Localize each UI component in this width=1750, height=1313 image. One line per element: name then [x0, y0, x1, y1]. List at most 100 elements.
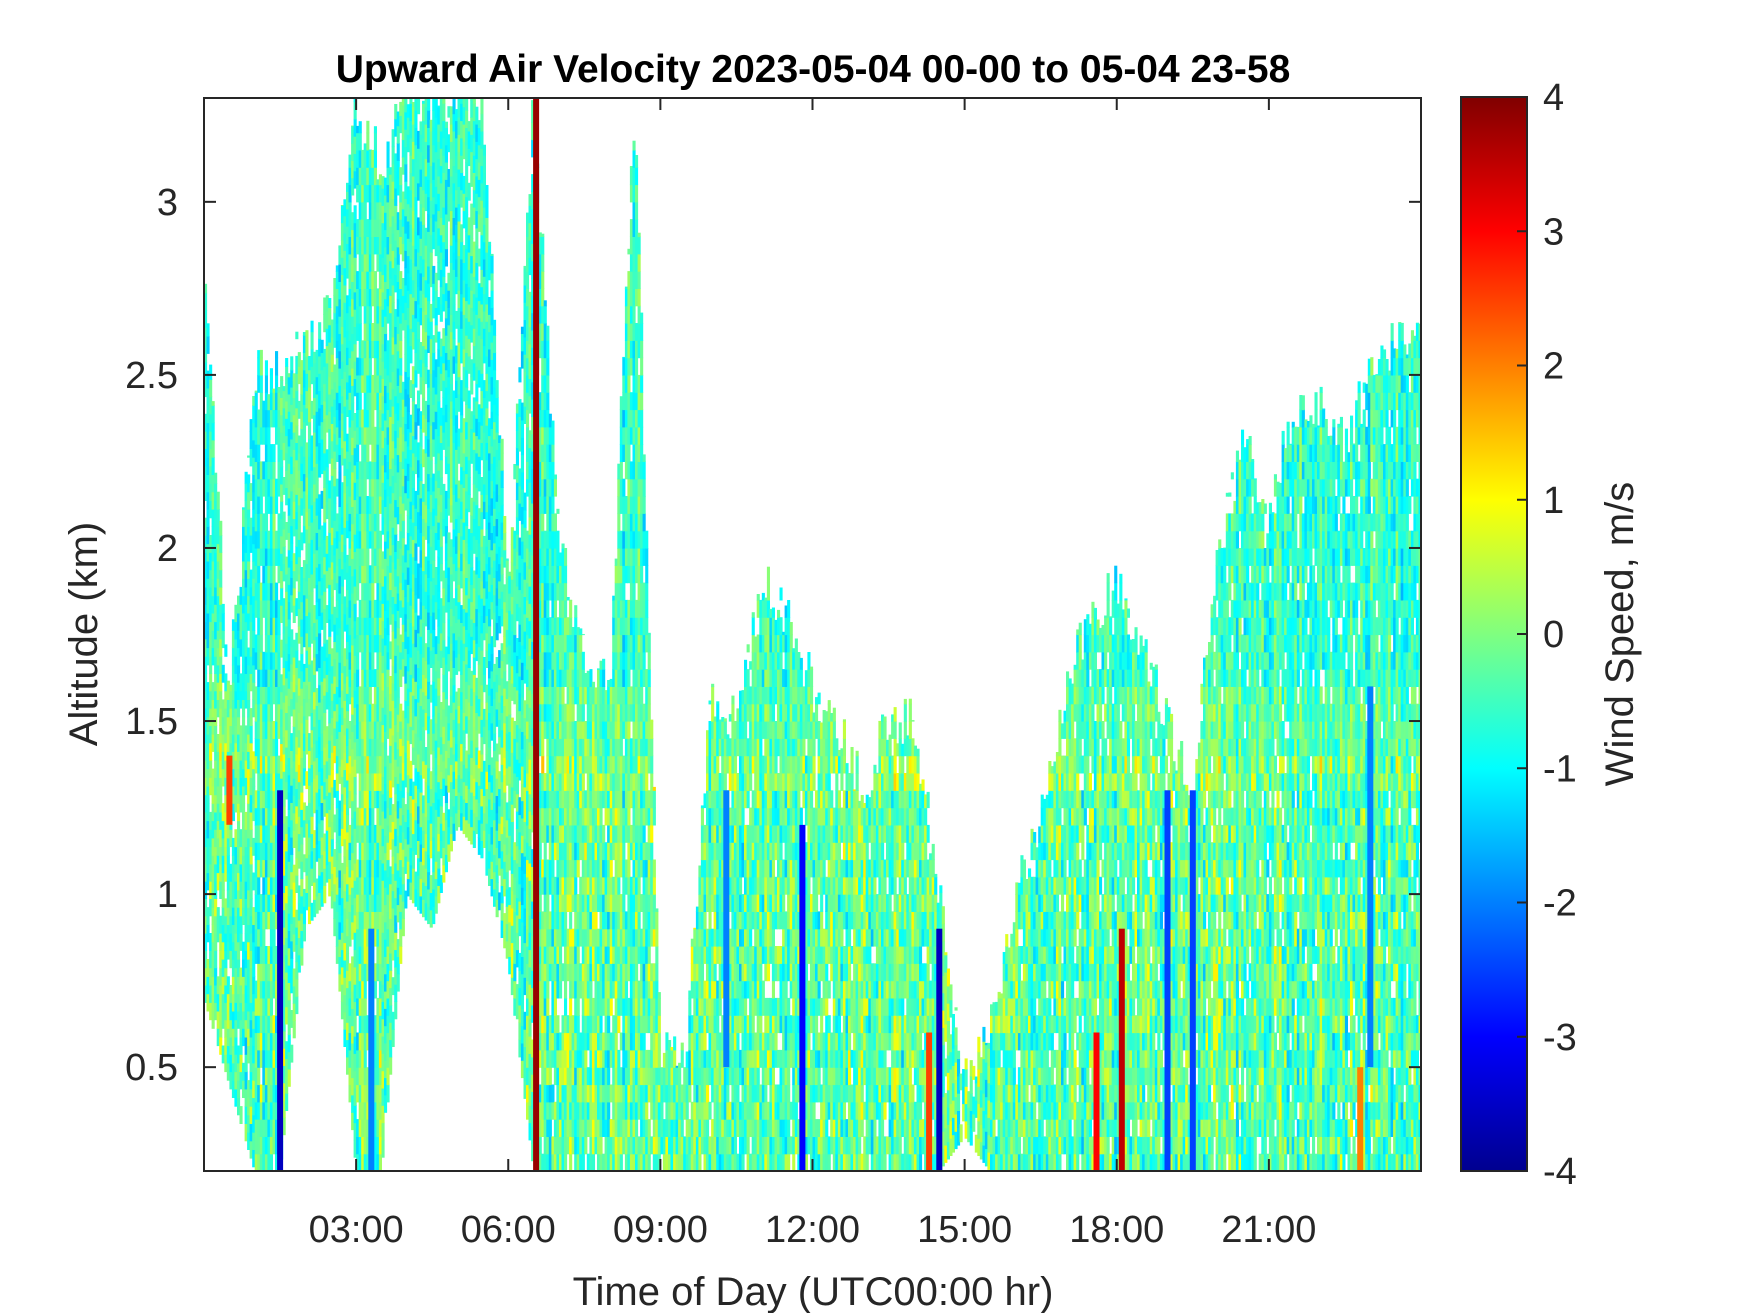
heatmap-cell-4026	[449, 193, 453, 212]
heatmap-cell-171	[214, 569, 218, 588]
heatmap-cell-3551	[422, 345, 426, 364]
heatmap-cell-4978	[520, 921, 524, 940]
heatmap-cell-3438	[417, 857, 421, 876]
heatmap-cell-1644	[320, 404, 324, 423]
heatmap-cell-4673	[493, 767, 497, 786]
heatmap-cell-3488	[419, 722, 423, 741]
heatmap-cell-3899	[442, 362, 446, 381]
heatmap-cell-4636	[490, 774, 494, 793]
heatmap-cell-3083	[396, 869, 400, 888]
heatmap-cell-4520	[482, 812, 486, 831]
heatmap-cell-922	[269, 548, 273, 566]
heatmap-cell-710	[257, 374, 261, 393]
heatmap-cell-3370	[411, 452, 415, 471]
heatmap-cell-2848	[384, 593, 388, 611]
heatmap-cell-725	[259, 928, 263, 947]
heatmap-cell-1011	[275, 478, 279, 497]
heatmap-cell-3471	[417, 217, 421, 236]
heatmap-cell-941	[272, 980, 276, 999]
heatmap-cell-3750	[434, 809, 438, 828]
heatmap-cell-4575	[485, 494, 489, 513]
heatmap-cell-979	[275, 1084, 279, 1103]
heatmap-cell-2897	[386, 651, 390, 670]
heatmap-cell-4725	[495, 414, 499, 433]
heatmap-cell-1122	[282, 788, 286, 807]
heatmap-cell-3101	[396, 558, 400, 577]
heatmap-cell-2856	[384, 454, 388, 473]
heatmap-cell-4256	[465, 438, 469, 457]
heatmap-cell-1511	[310, 556, 314, 575]
heatmap-cell-2752	[378, 340, 382, 359]
heatmap-cell-3355	[411, 712, 415, 731]
heatmap-cell-487	[244, 829, 248, 848]
heatmap-cell-3591	[424, 435, 428, 454]
heatmap-cell-3328	[409, 380, 413, 398]
heatmap-cell-422	[239, 881, 243, 899]
heatmap-cell-2481	[366, 167, 370, 186]
heatmap-cell-2896	[386, 669, 390, 687]
heatmap-cell-8	[204, 846, 208, 865]
heatmap-cell-4194	[462, 816, 466, 835]
heatmap-cell-1991	[346, 970, 350, 989]
heatmap-cell-1696	[325, 570, 329, 589]
heatmap-cell-1226	[290, 1044, 294, 1063]
heatmap-cell-1833	[335, 565, 339, 584]
heatmap-cell-4136	[457, 376, 461, 395]
heatmap-cell-884	[267, 426, 271, 445]
heatmap-cell-4951	[518, 728, 522, 746]
heatmap-cell-4414	[475, 487, 479, 506]
heatmap-cell-2588	[371, 271, 375, 289]
heatmap-cell-88	[209, 760, 213, 778]
heatmap-cell-2626	[373, 548, 377, 566]
heatmap-cell-4902	[515, 984, 519, 1002]
heatmap-cell-454	[242, 751, 246, 770]
heatmap-cell-1483	[308, 508, 312, 527]
heatmap-cell-2954	[389, 537, 393, 556]
heatmap-cell-1231	[290, 923, 294, 942]
heatmap-cell-2523	[368, 426, 372, 445]
heatmap-cell-2656	[376, 1049, 380, 1068]
heatmap-cell-3717	[432, 594, 436, 613]
heatmap-cell-4166	[460, 605, 464, 623]
heatmap-cell-2169	[353, 707, 357, 726]
heatmap-cell-4547	[482, 258, 486, 277]
heatmap-cell-2170	[353, 689, 357, 708]
heatmap-cell-3830	[437, 141, 441, 160]
heatmap-cell-3540	[422, 570, 426, 589]
heatmap-cell-3827	[437, 193, 441, 212]
heatmap-cell-4098	[455, 397, 459, 416]
heatmap-cell-2174	[353, 620, 357, 639]
heatmap-cell-4101	[455, 345, 459, 364]
heatmap-cell-4598	[488, 798, 492, 817]
heatmap-cell-478	[244, 985, 248, 1003]
heatmap-cell-2457	[366, 617, 370, 636]
heatmap-cell-3223	[404, 700, 408, 719]
heatmap-cell-3277	[406, 532, 410, 551]
heatmap-cell-2265	[358, 997, 362, 1016]
heatmap-cell-3046	[394, 672, 398, 691]
heatmap-cell-3473	[417, 165, 421, 184]
heatmap-cell-1017	[275, 351, 279, 359]
heatmap-cell-1742	[328, 324, 332, 343]
heatmap-cell-1482	[308, 525, 312, 544]
heatmap-cell-3547	[422, 414, 426, 433]
heatmap-cell-4825	[505, 558, 509, 561]
heatmap-cell-3150	[399, 496, 403, 514]
heatmap-cell-2976	[389, 167, 393, 175]
heatmap-cell-1603	[318, 598, 322, 617]
heatmap-cell-1162	[285, 747, 289, 765]
heatmap-cell-49	[206, 803, 210, 822]
heatmap-cell-980	[275, 1067, 279, 1086]
heatmap-cell-1117	[282, 875, 286, 893]
heatmap-cell-1239	[290, 785, 294, 803]
heatmap-cell-3796	[437, 764, 441, 783]
heatmap-cell-3831	[437, 124, 441, 142]
heatmap-cell-4281	[467, 771, 471, 790]
heatmap-cell-1709	[325, 310, 329, 329]
heatmap-cell-4523	[482, 760, 486, 779]
heatmap-cell-2993	[391, 700, 395, 719]
heatmap-cell-4176	[460, 414, 464, 433]
heatmap-cell-2911	[386, 409, 390, 428]
heatmap-cell-418	[239, 967, 243, 986]
heatmap-cell-1004	[275, 634, 279, 653]
